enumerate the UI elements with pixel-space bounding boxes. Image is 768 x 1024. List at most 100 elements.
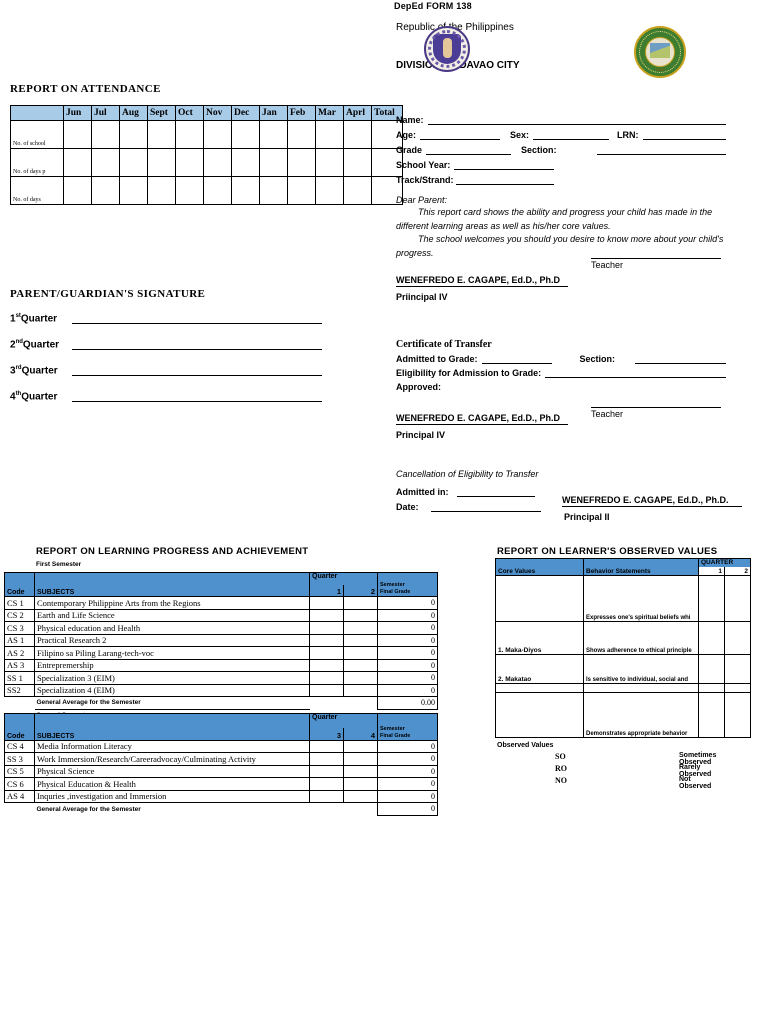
q1-grade[interactable]: [309, 646, 344, 660]
attendance-section-title: REPORT ON ATTENDANCE: [10, 83, 161, 95]
grade-field[interactable]: [426, 144, 512, 155]
values-q1-cell[interactable]: [698, 654, 725, 684]
attendance-cell[interactable]: [315, 120, 344, 149]
attendance-cell[interactable]: [91, 120, 120, 149]
eligibility-label: Eligibility for Admission to Grade:: [396, 368, 542, 378]
q3-grade[interactable]: [309, 764, 344, 778]
attendance-cell-total[interactable]: [371, 148, 403, 177]
attendance-cell[interactable]: [147, 120, 176, 149]
sex-field[interactable]: [533, 129, 610, 140]
q2-grade[interactable]: [343, 671, 378, 685]
values-q2-cell[interactable]: [724, 654, 751, 684]
name-field[interactable]: [427, 114, 726, 125]
q4-grade[interactable]: [343, 789, 378, 803]
q1-grade[interactable]: [309, 621, 344, 635]
q1-grade[interactable]: [309, 633, 344, 647]
subject-name: Work Immersion/Research/Careeradvocay/Cu…: [34, 752, 310, 766]
q2-grade[interactable]: [343, 621, 378, 635]
subject-code: SS2: [4, 683, 35, 697]
attendance-cell[interactable]: [315, 176, 344, 205]
attendance-cell[interactable]: [119, 120, 148, 149]
q1-grade[interactable]: [309, 683, 344, 697]
attendance-cell[interactable]: [147, 176, 176, 205]
section-label: Section:: [521, 145, 557, 155]
eligibility-field[interactable]: [545, 367, 726, 378]
q2-grade[interactable]: [343, 658, 378, 672]
values-q1-cell[interactable]: [698, 692, 725, 738]
attendance-cell[interactable]: [343, 148, 372, 177]
q1-grade[interactable]: [309, 608, 344, 622]
attendance-cell[interactable]: [91, 176, 120, 205]
first-semester-label: First Semester: [36, 561, 82, 568]
admitted-to-grade-field[interactable]: [481, 353, 552, 364]
lrn-field[interactable]: [642, 129, 726, 140]
signature-line-q1[interactable]: [72, 312, 322, 324]
q3-grade[interactable]: [309, 739, 344, 753]
admitted-in-field[interactable]: [456, 486, 535, 497]
values-q1-cell[interactable]: [698, 683, 725, 693]
table-row: 1. Maka-Diyos Shows adherence to ethical…: [495, 621, 751, 655]
section-field[interactable]: [596, 144, 726, 155]
signature-line-q4[interactable]: [72, 390, 322, 402]
attendance-cell[interactable]: [175, 148, 204, 177]
q4-grade[interactable]: [343, 764, 378, 778]
q4-grade[interactable]: [343, 739, 378, 753]
attendance-cell[interactable]: [175, 176, 204, 205]
attendance-cell[interactable]: [203, 148, 232, 177]
attendance-cell[interactable]: [343, 120, 372, 149]
attendance-cell[interactable]: [175, 120, 204, 149]
signature-line-q2[interactable]: [72, 338, 322, 350]
q4-grade[interactable]: [343, 777, 378, 791]
attendance-cell[interactable]: [203, 176, 232, 205]
track-strand-field[interactable]: [455, 174, 554, 185]
attendance-cell[interactable]: [287, 176, 316, 205]
attendance-cell[interactable]: [63, 176, 92, 205]
q4-grade[interactable]: [343, 752, 378, 766]
q2-grade[interactable]: [343, 608, 378, 622]
attendance-cell[interactable]: [315, 148, 344, 177]
grade-header-row-quarters: 3 4: [5, 728, 438, 741]
q2-grade[interactable]: [343, 633, 378, 647]
attendance-cell[interactable]: [147, 148, 176, 177]
q2-grade[interactable]: [343, 646, 378, 660]
values-q1-cell[interactable]: [698, 621, 725, 655]
attendance-cell[interactable]: [203, 120, 232, 149]
attendance-cell[interactable]: [119, 176, 148, 205]
values-q1-cell[interactable]: [698, 575, 725, 622]
attendance-month-sept: Sept: [147, 105, 176, 121]
subject-name: Contemporary Philippine Arts from the Re…: [34, 596, 310, 610]
attendance-cell[interactable]: [287, 120, 316, 149]
values-q2-cell[interactable]: [724, 621, 751, 655]
values-q2-cell[interactable]: [724, 575, 751, 622]
attendance-cell[interactable]: [231, 176, 260, 205]
age-field[interactable]: [420, 129, 500, 140]
attendance-cell[interactable]: [259, 148, 288, 177]
q2-grade[interactable]: [343, 683, 378, 697]
q3-grade[interactable]: [309, 752, 344, 766]
transfer-section-field[interactable]: [635, 353, 726, 364]
values-q2-cell[interactable]: [724, 683, 751, 693]
table-row: AS 2 Filipino sa Piling Larang-tech-voc …: [4, 646, 438, 660]
attendance-cell-total[interactable]: [371, 176, 403, 205]
attendance-cell[interactable]: [343, 176, 372, 205]
signature-line-q3[interactable]: [72, 364, 322, 376]
q2-grade[interactable]: [343, 596, 378, 610]
q1-grade[interactable]: [309, 658, 344, 672]
attendance-cell[interactable]: [259, 120, 288, 149]
attendance-cell[interactable]: [259, 176, 288, 205]
cancellation-date-field[interactable]: [430, 501, 541, 512]
values-q2-cell[interactable]: [724, 692, 751, 738]
attendance-cell[interactable]: [287, 148, 316, 177]
q3-grade[interactable]: [309, 777, 344, 791]
attendance-cell[interactable]: [63, 148, 92, 177]
attendance-cell[interactable]: [63, 120, 92, 149]
attendance-cell[interactable]: [231, 120, 260, 149]
attendance-cell[interactable]: [231, 148, 260, 177]
attendance-cell[interactable]: [91, 148, 120, 177]
q3-grade[interactable]: [309, 789, 344, 803]
table-row: CS 1 Contemporary Philippine Arts from t…: [4, 596, 438, 610]
school-year-field[interactable]: [454, 159, 555, 170]
q1-grade[interactable]: [309, 671, 344, 685]
attendance-cell[interactable]: [119, 148, 148, 177]
q1-grade[interactable]: [309, 596, 344, 610]
